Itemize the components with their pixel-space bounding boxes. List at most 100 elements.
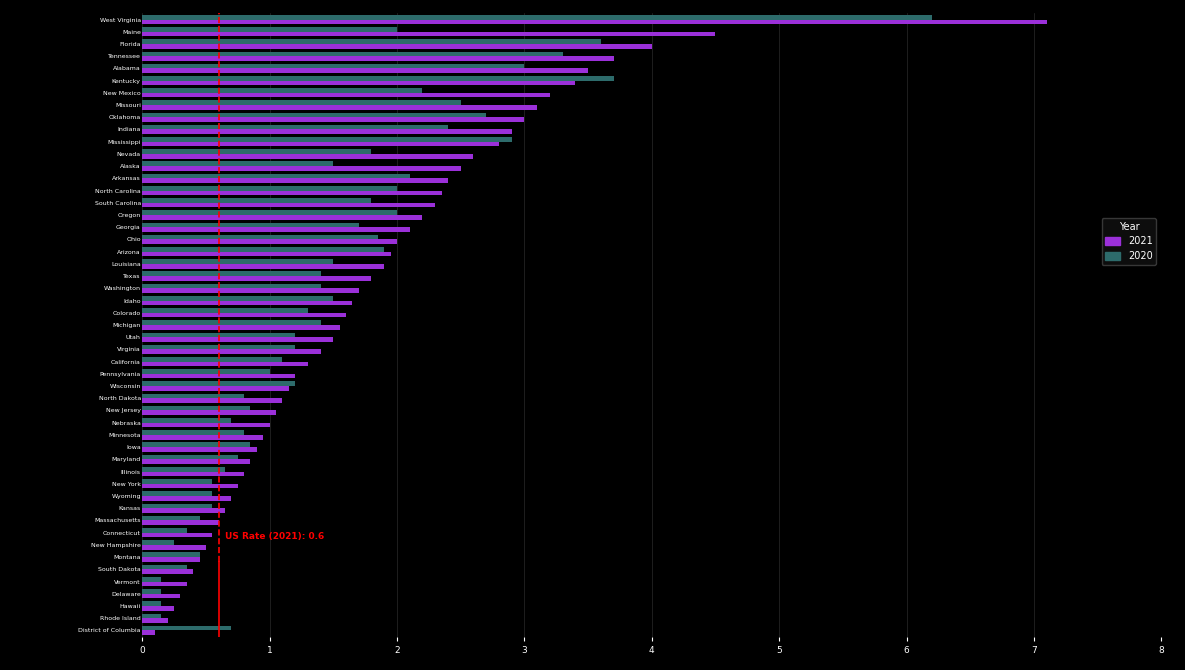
Bar [142,528,187,533]
Bar [142,68,588,73]
Bar [142,589,161,594]
Bar [142,105,537,110]
Bar [142,411,276,415]
Bar [142,582,187,586]
Bar [142,222,359,227]
Bar [142,129,512,134]
Bar [142,137,512,141]
Bar [142,234,378,239]
Bar [142,447,257,452]
Legend: 2021, 2020: 2021, 2020 [1102,218,1157,265]
Bar [142,406,250,411]
Bar [142,606,174,610]
Bar [142,15,931,19]
Bar [142,545,206,549]
Bar [142,40,601,44]
Bar [142,93,550,97]
Bar [142,472,244,476]
Bar [142,618,168,623]
Bar [142,227,410,232]
Bar [142,259,333,264]
Bar [142,80,575,85]
Bar [142,203,435,208]
Bar [142,113,486,117]
Bar [142,325,340,330]
Bar [142,460,250,464]
Bar [142,614,161,618]
Bar [142,247,384,252]
Bar [142,442,250,447]
Bar [142,398,282,403]
Bar [142,435,263,440]
Bar [142,374,295,379]
Bar [142,320,320,325]
Bar [142,301,352,305]
Bar [142,198,371,203]
Bar [142,423,269,427]
Bar [142,479,212,484]
Bar [142,369,269,374]
Bar [142,362,308,366]
Bar [142,190,442,195]
Bar [142,76,614,80]
Bar [142,418,231,423]
Bar [142,64,524,68]
Bar [142,308,308,313]
Bar [142,630,155,635]
Bar [142,345,295,349]
Bar [142,381,295,386]
Bar [142,215,422,220]
Bar [142,393,244,398]
Bar [142,357,282,362]
Bar [142,210,397,215]
Bar [142,283,320,288]
Bar [142,337,333,342]
Bar [142,19,1046,24]
Bar [142,540,174,545]
Bar [142,521,218,525]
Bar [142,504,212,509]
Bar [142,553,199,557]
Bar [142,386,289,391]
Bar [142,271,320,276]
Bar [142,178,448,183]
Bar [142,484,238,488]
Bar [142,44,652,49]
Text: US Rate (2021): 0.6: US Rate (2021): 0.6 [225,532,325,541]
Bar [142,533,212,537]
Bar [142,252,391,257]
Bar [142,117,524,122]
Bar [142,161,333,166]
Bar [142,31,716,36]
Bar [142,496,231,500]
Bar [142,125,448,129]
Bar [142,239,397,244]
Bar [142,509,225,513]
Bar [142,100,461,105]
Bar [142,332,295,337]
Bar [142,557,199,561]
Bar [142,56,614,61]
Bar [142,174,410,178]
Bar [142,430,244,435]
Bar [142,594,180,598]
Bar [142,467,225,472]
Bar [142,141,499,146]
Bar [142,27,397,31]
Bar [142,516,199,521]
Bar [142,288,359,293]
Bar [142,149,371,154]
Bar [142,455,238,460]
Bar [142,577,161,582]
Bar [142,626,231,630]
Bar [142,166,461,171]
Bar [142,601,161,606]
Bar [142,276,371,281]
Bar [142,570,193,574]
Bar [142,565,187,570]
Bar [142,313,346,318]
Bar [142,88,422,93]
Bar [142,264,384,269]
Bar [142,154,473,159]
Bar [142,52,563,56]
